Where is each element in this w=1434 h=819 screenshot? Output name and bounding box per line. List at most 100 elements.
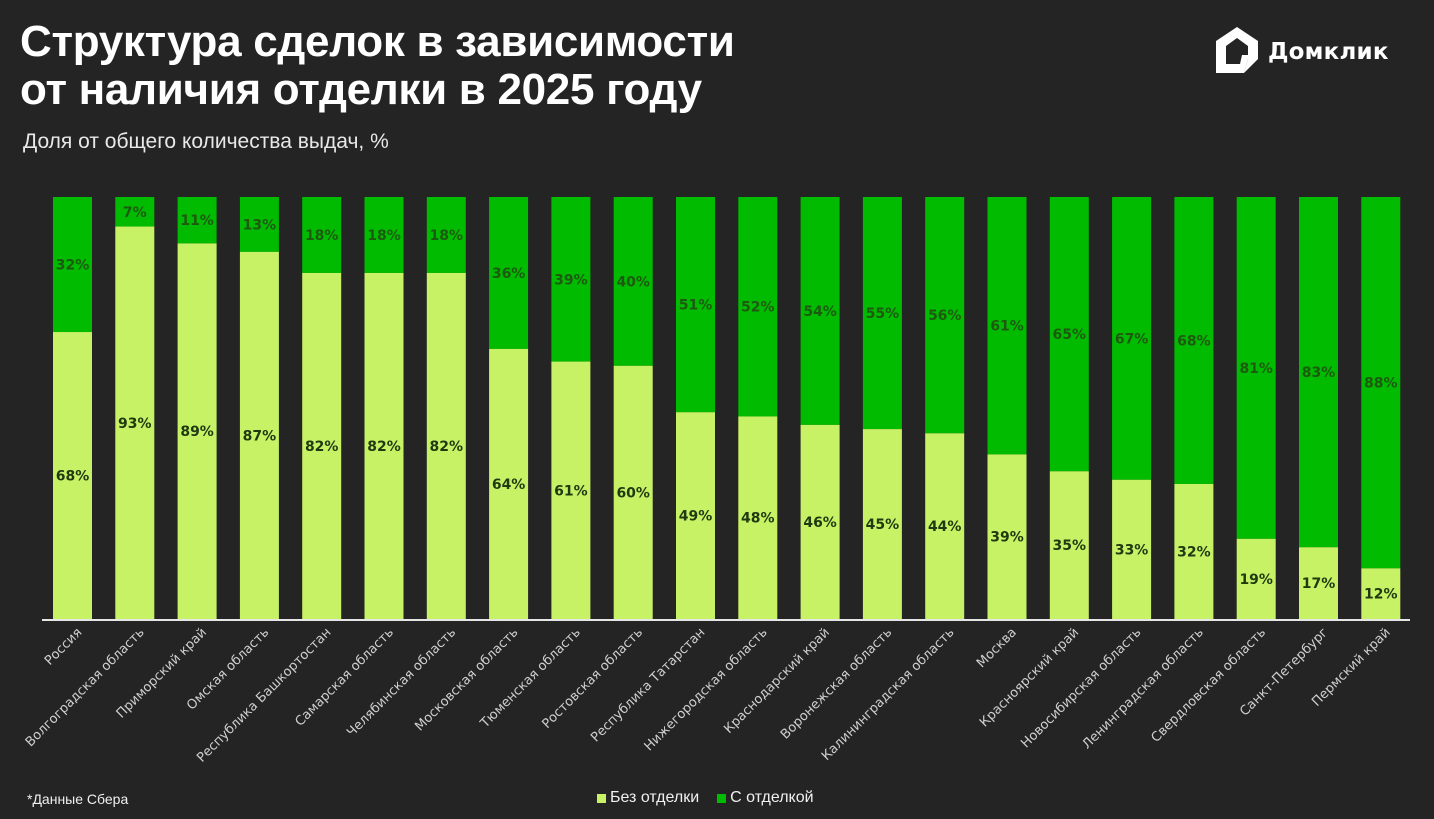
data-label-with-finish: 65% [1053, 327, 1087, 343]
data-label-without-finish: 12% [1364, 587, 1398, 603]
bar-with-finish [426, 197, 466, 273]
data-label-with-finish: 54% [803, 304, 837, 320]
bar-with-finish [239, 197, 279, 252]
bar-without-finish [1049, 471, 1089, 619]
category-label: Республика Татарстан [588, 625, 708, 745]
bar-without-finish [1112, 479, 1152, 619]
bar-without-finish [302, 272, 342, 619]
data-label-without-finish: 45% [866, 517, 900, 533]
data-label-without-finish: 82% [430, 439, 464, 455]
bar-without-finish [364, 272, 404, 619]
category-label: Волгоградская область [23, 625, 148, 750]
data-label-with-finish: 18% [305, 228, 339, 244]
data-label-without-finish: 82% [367, 439, 401, 455]
bar-with-finish [115, 197, 155, 227]
category-label: Новосибирская область [1018, 625, 1144, 751]
chart-title-line-1: Структура сделок в зависимости [20, 17, 735, 66]
data-label-without-finish: 64% [492, 477, 526, 493]
legend-label-with-finish: С отделкой [730, 789, 814, 806]
data-label-with-finish: 11% [180, 213, 214, 229]
source-footnote: *Данные Сбера [27, 791, 129, 807]
data-label-with-finish: 52% [741, 300, 775, 316]
data-label-without-finish: 32% [1177, 544, 1211, 560]
category-label: Нижегородская область [642, 625, 771, 754]
category-label: Республика Башкортостан [194, 625, 334, 765]
bar-with-finish [1049, 197, 1089, 472]
chart-title: Структура сделок в зависимости от наличи… [20, 18, 735, 114]
bar-with-finish [364, 197, 404, 273]
data-label-with-finish: 40% [616, 274, 650, 290]
category-label: Краснодарский край [721, 625, 833, 737]
data-label-with-finish: 68% [1177, 333, 1211, 349]
bar-with-finish [1361, 197, 1401, 569]
data-label-with-finish: 13% [243, 217, 277, 233]
legend-swatch-without-finish [597, 793, 606, 803]
bar-with-finish [489, 197, 529, 349]
data-label-with-finish: 61% [990, 319, 1024, 335]
legend-label-without-finish: Без отделки [610, 789, 700, 806]
data-label-without-finish: 61% [554, 483, 588, 499]
bar-without-finish [239, 251, 279, 620]
bar-without-finish [1236, 538, 1276, 619]
bar-with-finish [1174, 197, 1214, 484]
data-label-without-finish: 33% [1115, 542, 1149, 558]
bar-without-finish [1174, 483, 1214, 619]
legend-item-without-finish: Без отделки [597, 789, 699, 807]
data-label-without-finish: 46% [803, 515, 837, 531]
data-label-without-finish: 68% [56, 469, 90, 485]
bar-with-finish [676, 197, 715, 413]
bar-without-finish [551, 361, 591, 619]
category-label: Воронежская область [778, 625, 895, 742]
category-label: Россия [42, 625, 85, 668]
bar-without-finish [862, 429, 902, 619]
bar-without-finish [53, 332, 92, 619]
category-label: Тюменская область [477, 625, 584, 732]
bar-with-finish [925, 197, 965, 434]
data-label-without-finish: 19% [1239, 572, 1273, 588]
data-label-with-finish: 81% [1239, 361, 1273, 377]
bar-with-finish [302, 197, 342, 273]
house-icon [1214, 25, 1260, 79]
category-label: Москва [974, 625, 1020, 671]
bar-without-finish [800, 424, 840, 619]
data-label-without-finish: 60% [616, 485, 650, 501]
bar-with-finish [1236, 197, 1276, 539]
data-label-with-finish: 18% [430, 228, 464, 244]
bar-with-finish [1112, 197, 1152, 480]
bar-without-finish [676, 412, 715, 619]
bar-with-finish [1299, 197, 1338, 548]
bar-with-finish [987, 197, 1027, 455]
bar-with-finish [53, 197, 92, 333]
legend-item-with-finish: С отделкой [717, 789, 814, 807]
bar-with-finish [862, 197, 902, 430]
bar-without-finish [925, 433, 965, 619]
category-label: Московская область [412, 625, 521, 734]
bar-without-finish [115, 226, 155, 620]
bar-with-finish [613, 197, 653, 366]
data-label-with-finish: 88% [1364, 376, 1398, 392]
category-label: Ленинградская область [1080, 625, 1207, 752]
data-label-without-finish: 17% [1302, 576, 1336, 592]
data-label-without-finish: 35% [1053, 538, 1087, 554]
legend-swatch-with-finish [717, 793, 727, 803]
bar-with-finish [800, 197, 840, 425]
data-label-without-finish: 39% [990, 530, 1024, 546]
bar-without-finish [738, 416, 778, 619]
data-label-with-finish: 56% [928, 308, 962, 324]
bar-without-finish [1361, 568, 1401, 619]
chart-legend: Без отделки С отделкой [597, 789, 832, 807]
data-label-with-finish: 55% [866, 306, 900, 322]
data-label-without-finish: 49% [679, 509, 713, 525]
domclick-logo: Домклик [1214, 25, 1389, 79]
data-label-without-finish: 82% [305, 439, 339, 455]
bar-without-finish [426, 272, 466, 619]
bar-with-finish [177, 197, 217, 244]
bar-without-finish [489, 348, 529, 619]
bar-without-finish [987, 454, 1027, 619]
bar-without-finish [613, 365, 653, 619]
data-label-without-finish: 87% [243, 428, 277, 444]
category-label: Ростовская область [539, 625, 646, 732]
bar-without-finish [1299, 547, 1338, 619]
data-label-with-finish: 36% [492, 266, 526, 282]
